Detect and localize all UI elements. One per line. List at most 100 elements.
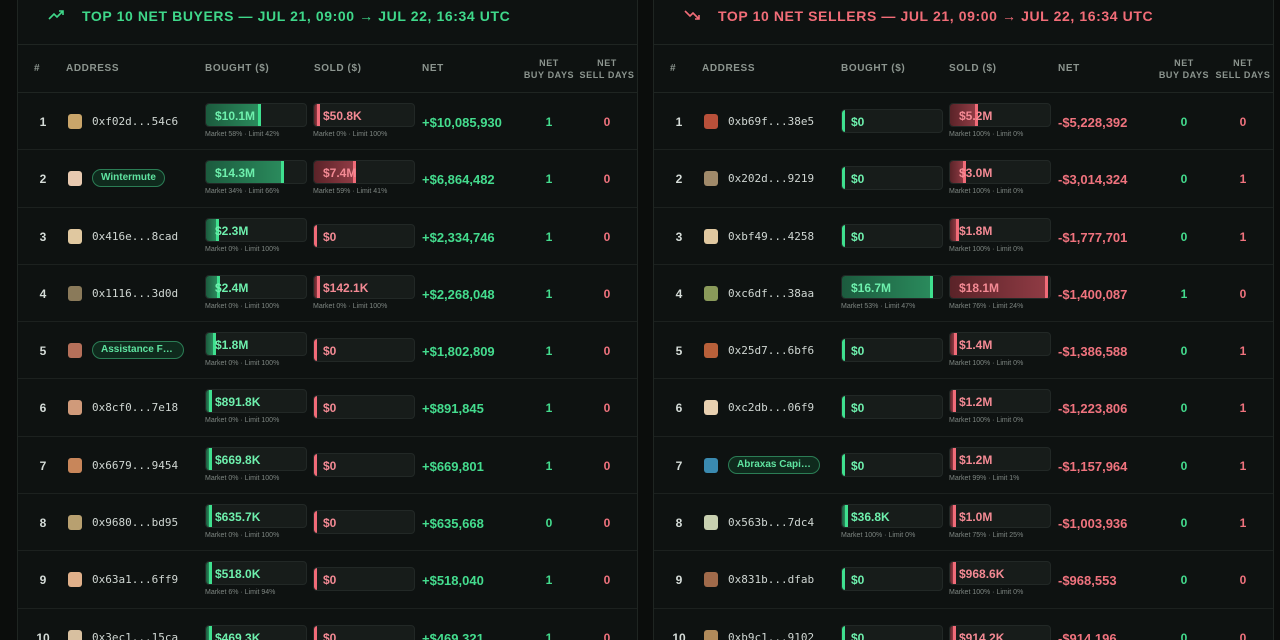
bought-bar-fill [206,625,212,640]
wallet-address-link[interactable]: 0x563b...7dc4 [728,516,815,530]
bought-order-mix: Market 34% · Limit 66% [205,188,280,196]
rank-cell: 8 [675,516,683,531]
table-row[interactable]: 7 0x6679...9454 $669.8K Market 0% · Limit 1… [18,437,637,495]
net-value: +$518,040 [422,573,484,589]
table-row[interactable]: 2 0x202d...9219 $0 $3.0M Market 100% · Limit… [654,150,1273,208]
wallet-address-link[interactable]: 0xb69f...38e5 [728,115,815,128]
sold-bar-fill [314,224,317,247]
table-row[interactable]: 1 0xf02d...54c6 $10.1M Market 58% · Limit 4… [18,93,637,151]
net-value: +$635,668 [422,516,484,532]
entity-label-pill[interactable]: Abraxas Capit... [728,455,820,474]
entity-label-pill[interactable]: Assistance Fund [92,341,184,360]
col-net-buy-days[interactable]: NET BUY DAYS [1156,57,1212,81]
table-header: # ADDRESS BOUGHT ($) SOLD ($) NET NET BUY… [654,45,1273,93]
sold-bar: $1.0M [949,504,1051,529]
table-row[interactable]: 9 0x831b...dfab $0 $968.6K Market 100% · Lim… [654,551,1273,609]
wallet-address-link[interactable]: 0x9680...bd95 [92,516,179,530]
table-row[interactable]: 3 0x416e...8cad $2.3M Market 0% · Limit 100… [18,208,637,265]
bought-bar-fill [206,161,284,184]
table-row[interactable]: 5 0x25d7...6bf6 $0 $1.4M Market 100% · Limit… [654,322,1273,380]
col-bought[interactable]: BOUGHT ($) [205,63,270,74]
bought-order-mix: Market 0% · Limit 100% [205,302,280,310]
bought-bar-fill [842,339,845,362]
col-net-buy-days[interactable]: NET BUY DAYS [521,57,577,81]
table-row[interactable]: 2 Wintermute $14.3M Market 34% · Limit 66% $… [18,150,637,208]
bought-value: $0 [851,401,865,416]
col-address[interactable]: ADDRESS [702,63,756,74]
avatar [704,400,718,416]
entity-label-pill[interactable]: Wintermute [92,169,165,188]
wallet-address-link[interactable]: 0xc6df...38aa [728,286,815,300]
net-buy-days: 0 [1180,229,1188,244]
rank-cell: 1 [675,115,683,129]
net-buyers-panel: TOP 10 NET BUYERS — JUL 21, 09:00 → JUL … [17,0,638,640]
wallet-address-link[interactable]: 0xf02d...54c6 [92,115,179,128]
wallet-address-link[interactable]: 0xbf49...4258 [728,229,815,243]
wallet-address-link[interactable]: 0x202d...9219 [728,172,815,186]
table-row[interactable]: 8 0x563b...7dc4 $36.8K Market 100% · Limit … [654,494,1273,552]
wallet-address-link[interactable]: 0x25d7...6bf6 [728,344,815,358]
avatar [704,285,718,301]
net-buy-days: 1 [545,401,553,416]
net-value: +$669,801 [422,458,484,474]
bought-bar: $1.8M [205,332,307,357]
table-row[interactable]: 1 0xb69f...38e5 $0 $5.2M Market 100% · Limit… [654,93,1273,151]
table-row[interactable]: 6 0x8cf0...7e18 $891.8K Market 0% · Limit 1… [18,379,637,437]
table-row[interactable]: 7 Abraxas Capit... $0 $1.2M Market 99% · Lim… [654,437,1273,495]
col-net-sell-days-line1: NET [1233,58,1253,68]
col-sold[interactable]: SOLD ($) [314,63,362,74]
net-sell-days: 0 [603,516,611,531]
bought-bar: $0 [841,567,943,592]
net-buy-days: 1 [545,115,553,129]
table-row[interactable]: 10 0xb9c1...9102 $0 $914.2K -$914,196 0 0 [654,609,1273,640]
sold-value: $5.2M [959,109,993,123]
sold-bar-fill [314,396,317,419]
table-row[interactable]: 4 0xc6df...38aa $16.7M Market 53% · Limit 4… [654,265,1273,323]
wallet-address-link[interactable]: 0x831b...dfab [728,573,815,587]
net-value: -$3,014,324 [1058,172,1128,188]
bought-bar: $0 [841,109,943,133]
col-bought[interactable]: BOUGHT ($) [841,63,906,74]
col-net-sell-days[interactable]: NET SELL DAYS [579,57,635,81]
col-net[interactable]: NET [422,63,444,74]
wallet-address-link[interactable]: 0x6679...9454 [92,458,179,472]
table-row[interactable]: 9 0x63a1...6ff9 $518.0K Market 6% · Limit 9… [18,551,637,609]
wallet-address-link[interactable]: 0x63a1...6ff9 [92,573,179,587]
table-row[interactable]: 3 0xbf49...4258 $0 $1.8M Market 100% · Limit… [654,208,1273,265]
net-buy-days: 0 [1180,573,1188,588]
col-address[interactable]: ADDRESS [66,63,120,74]
table-row[interactable]: 10 0x3ec1...15ca $469.3K $0 +$469,321 1 0 [18,609,637,640]
sold-bar: $0 [313,567,415,592]
bought-bar-fill [842,275,933,298]
net-sell-days: 1 [1239,401,1247,416]
table-row[interactable]: 4 0x1116...3d0d $2.4M Market 0% · Limit 100… [18,265,637,323]
sold-bar-fill [950,218,959,241]
sold-bar: $1.8M [949,217,1051,242]
wallet-address-link[interactable]: 0x1116...3d0d [92,286,179,300]
table-row[interactable]: 5 Assistance Fund $1.8M Market 0% · Limit 1… [18,322,637,380]
wallet-address-link[interactable]: 0xb9c1...9102 [728,630,815,640]
net-value: +$10,085,930 [422,115,502,130]
col-sold[interactable]: SOLD ($) [949,63,997,74]
rank-cell: 2 [675,172,683,187]
table-row[interactable]: 8 0x9680...bd95 $635.7K Market 0% · Limit 1… [18,494,637,552]
wallet-address-link[interactable]: 0x8cf0...7e18 [92,401,179,415]
bought-bar: $0 [841,452,943,477]
col-net-sell-days[interactable]: NET SELL DAYS [1215,57,1271,81]
net-value: +$1,802,809 [422,344,495,360]
net-value: -$1,400,087 [1058,286,1128,302]
sold-value: $3.0M [959,166,993,181]
net-buy-days: 0 [1180,401,1188,416]
avatar [68,228,82,244]
sold-bar-fill [314,568,317,591]
rank-cell: 7 [39,458,47,473]
rank-cell: 10 [36,630,50,640]
col-net[interactable]: NET [1058,63,1080,74]
bought-bar: $10.1M [205,103,307,127]
sold-value: $968.6K [959,567,1005,582]
net-buy-days: 0 [1180,630,1188,640]
wallet-address-link[interactable]: 0xc2db...06f9 [728,401,815,415]
table-row[interactable]: 6 0xc2db...06f9 $0 $1.2M Market 100% · Limit… [654,379,1273,437]
wallet-address-link[interactable]: 0x416e...8cad [92,229,179,243]
wallet-address-link[interactable]: 0x3ec1...15ca [92,630,179,640]
